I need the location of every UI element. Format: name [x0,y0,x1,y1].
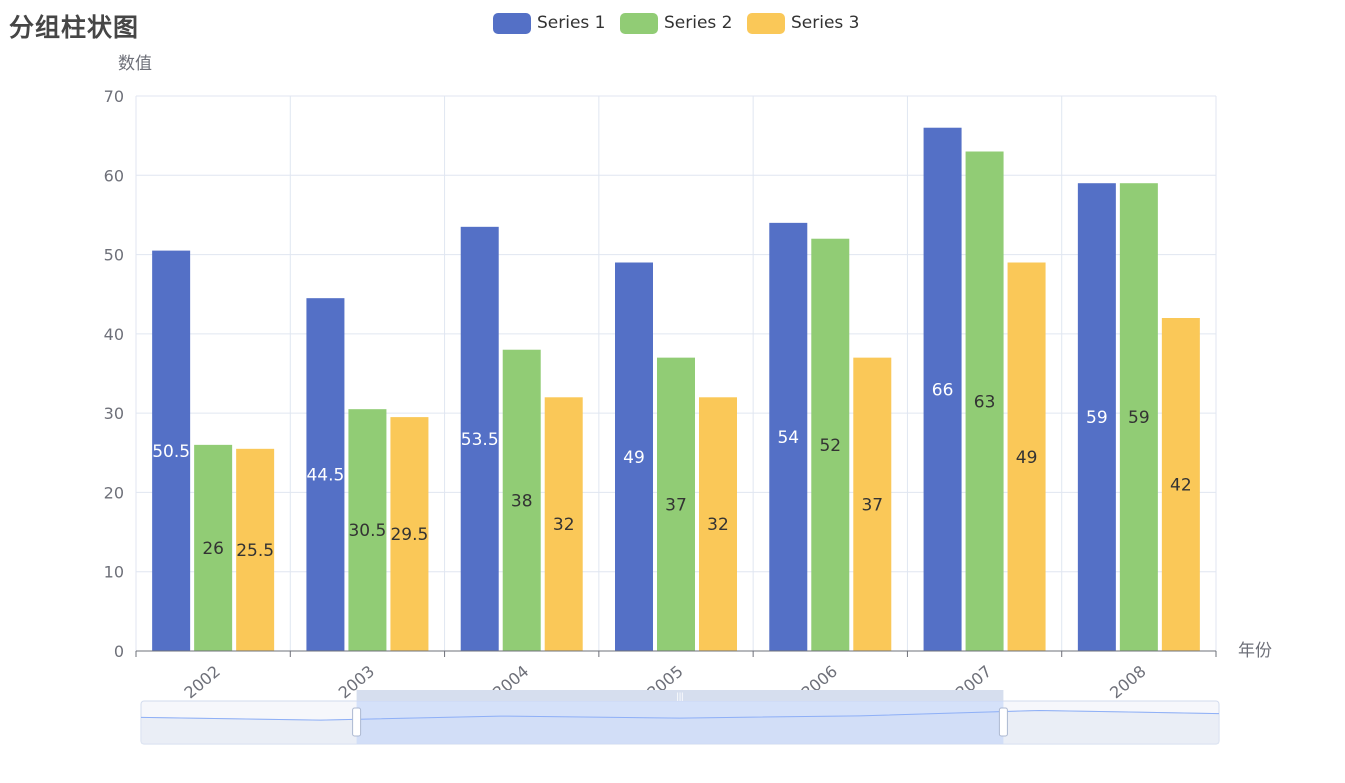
y-tick-label: 50 [104,246,124,265]
data-label: 38 [511,491,533,511]
data-label: 63 [974,392,996,412]
bar-series-2-2006[interactable] [811,238,850,651]
y-tick-label: 10 [104,563,124,582]
datazoom-selected-line [140,709,1220,721]
data-label: 44.5 [306,466,344,486]
bars-layer [152,127,1200,652]
bar-series-1-2002[interactable] [152,250,191,651]
y-tick-label: 20 [104,483,124,502]
data-label: 66 [932,380,954,400]
legend-item-series-3[interactable]: Series 3 [747,10,860,36]
data-label: 29.5 [390,525,428,545]
bar-series-1-2005[interactable] [615,262,653,652]
data-label: 52 [819,436,841,456]
y-tick-label: 70 [104,87,124,106]
bar-series-3-2004[interactable] [544,397,583,651]
legend-swatch-series-3 [747,12,785,34]
bar-series-2-2003[interactable] [348,409,387,651]
data-label: 32 [707,515,729,535]
data-label: 59 [1128,408,1150,428]
y-tick-label: 60 [104,166,124,185]
data-label: 50.5 [152,442,190,462]
bar-series-2-2008[interactable] [1119,183,1158,651]
data-label: 49 [623,448,645,468]
y-axis-title: 数值 [118,54,152,74]
data-label: 54 [777,428,799,448]
legend-label-series-3: Series 3 [791,13,860,33]
datazoom-start-handle[interactable] [352,707,362,737]
datazoom-end-handle[interactable] [998,707,1008,737]
datazoom-move-bar[interactable] [356,690,1004,701]
data-label: 25.5 [236,541,274,561]
bar-series-1-2007[interactable] [923,127,962,651]
legend-swatch-series-2 [620,12,658,34]
bar-series-3-2005[interactable] [699,397,737,651]
bar-series-3-2008[interactable] [1161,318,1200,651]
legend-item-series-1[interactable]: Series 1 [493,10,606,36]
x-tick-label: 2008 [1106,662,1149,703]
data-labels-layer: 50.5 26 25.5 44.5 30.5 29.5 53.5 38 32 49 37 32 54 52… [152,380,1191,561]
data-label: 49 [1016,448,1038,468]
bar-series-3-2007[interactable] [1007,262,1046,652]
y-tick-label: 40 [104,325,124,344]
data-label: 59 [1086,408,1108,428]
datazoom-slider[interactable]: ||| [140,690,1220,745]
legend-item-series-2[interactable]: Series 2 [620,10,733,36]
bar-series-3-2003[interactable] [390,417,429,651]
bar-series-3-2002[interactable] [236,448,275,651]
bar-series-2-2005[interactable] [657,357,695,651]
data-label: 26 [202,539,224,559]
bar-series-2-2002[interactable] [194,444,233,651]
bar-series-1-2006[interactable] [769,222,808,651]
data-label: 42 [1170,476,1192,496]
chart-title: 分组柱状图 [9,13,140,42]
y-tick-label: 0 [114,642,124,661]
x-axis-title: 年份 [1238,641,1272,661]
data-label: 53.5 [461,430,499,450]
y-tick-label: 30 [104,404,124,423]
legend-label-series-1: Series 1 [537,13,606,33]
legend-label-series-2: Series 2 [664,13,733,33]
legend: Series 1 Series 2 Series 3 [0,10,1345,36]
datazoom-selected-range[interactable] [356,701,1004,744]
legend-swatch-series-1 [493,12,531,34]
bar-series-1-2003[interactable] [306,298,345,651]
data-label: 30.5 [348,521,386,541]
x-tick-label: 2002 [180,662,223,703]
bar-series-2-2007[interactable] [965,151,1004,652]
bar-series-3-2006[interactable] [853,357,892,651]
data-label: 37 [861,495,883,515]
bar-series-1-2004[interactable] [460,226,499,652]
data-label: 32 [553,515,575,535]
bar-series-1-2008[interactable] [1077,183,1116,651]
datazoom-grip-icon[interactable]: ||| [676,691,683,701]
data-label: 37 [665,495,687,515]
bar-series-2-2004[interactable] [502,349,541,651]
